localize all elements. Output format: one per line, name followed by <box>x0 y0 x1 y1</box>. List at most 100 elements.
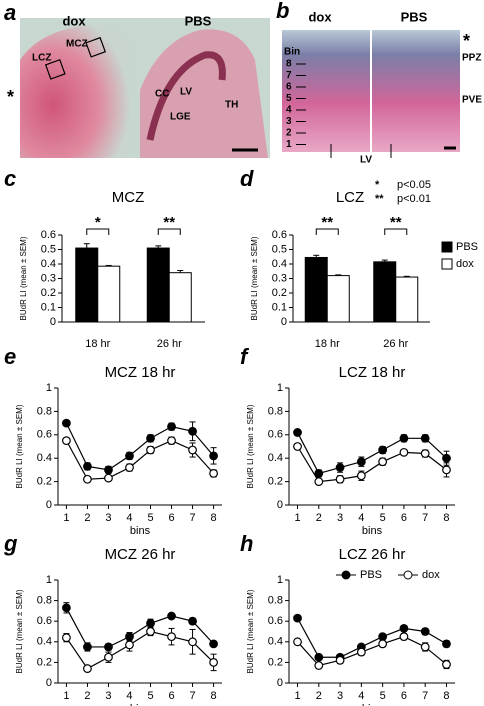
data-point <box>420 433 430 443</box>
image-label: LV <box>180 87 192 98</box>
x-tick-label: 2 <box>316 690 322 702</box>
chart-title: LCZ 18 hr <box>339 364 406 381</box>
x-tick-label: 4 <box>358 512 364 524</box>
bin-label: 5 <box>286 93 292 104</box>
y-tick-label: 0.2 <box>268 656 283 668</box>
data-point <box>335 655 345 665</box>
data-point <box>314 661 324 670</box>
x-tick-label: 3 <box>337 512 343 524</box>
y-tick-label: 0.2 <box>37 656 52 668</box>
x-tick-label: 8 <box>443 690 449 702</box>
y-tick-label: 0.4 <box>268 636 283 648</box>
y-tick-label: 1 <box>277 382 283 394</box>
significance-label: * <box>95 214 101 231</box>
data-point <box>399 632 409 642</box>
note-text: p<0.05 <box>397 179 431 191</box>
bar <box>168 272 192 323</box>
data-point <box>104 473 113 483</box>
x-tick-label: 2 <box>84 512 90 524</box>
data-point <box>356 457 366 467</box>
x-tick-label: 6 <box>168 690 174 702</box>
data-point <box>209 639 218 649</box>
tissue-dox <box>20 24 130 158</box>
bin-label: 4 <box>286 105 292 116</box>
panel-letter: d <box>240 166 254 191</box>
x-tick-label: 4 <box>358 690 364 702</box>
image-label: dox <box>62 13 86 28</box>
panel-a: a dox PBS LCZ MCZ * CC LV LGE TH <box>4 0 270 158</box>
image-label: dox <box>308 9 332 24</box>
bar <box>75 247 99 323</box>
significance-bracket <box>86 228 110 235</box>
x-axis-label: bins <box>130 525 151 537</box>
data-point <box>167 611 176 621</box>
image-label: PVE <box>462 95 482 106</box>
image-label: MCZ <box>66 39 88 50</box>
y-tick-label: 0.3 <box>41 272 56 284</box>
data-point <box>209 451 218 461</box>
cortex-pbs <box>146 51 226 141</box>
bin-label: 1 <box>286 139 292 150</box>
x-tick-label: 2 <box>84 690 90 702</box>
data-point <box>146 618 155 628</box>
y-tick-label: 0 <box>277 677 283 689</box>
data-point <box>104 652 113 662</box>
chart-title: LCZ <box>336 189 364 206</box>
data-point <box>167 436 176 446</box>
y-tick-label: 0.4 <box>37 636 52 648</box>
x-tick-label: 5 <box>380 512 386 524</box>
x-tick-label: 6 <box>401 690 407 702</box>
x-tick-label: 1 <box>63 512 69 524</box>
data-point <box>356 471 366 481</box>
image-label: LV <box>360 155 372 166</box>
data-point <box>146 627 155 636</box>
image-label: LCZ <box>32 53 51 64</box>
data-point <box>209 469 218 478</box>
x-tick-label: 18 hr <box>85 338 110 350</box>
y-axis-label: BUdR LI (mean ± SEM) <box>15 404 24 488</box>
significance-bracket <box>157 228 181 235</box>
y-tick-label: 0.8 <box>37 405 52 417</box>
y-tick-label: 0 <box>46 677 52 689</box>
x-tick-label: 5 <box>380 690 386 702</box>
panel-letter: e <box>4 344 16 369</box>
y-tick-label: 0 <box>46 499 52 511</box>
data-point <box>335 474 345 484</box>
significance-label: ** <box>321 214 333 231</box>
data-point <box>104 465 113 475</box>
x-tick-label: 7 <box>190 512 196 524</box>
significance-label: ** <box>390 214 402 231</box>
x-tick-label: 1 <box>294 512 300 524</box>
tissue-pbs <box>140 29 268 158</box>
x-tick-label: 6 <box>168 512 174 524</box>
x-tick-label: 7 <box>190 690 196 702</box>
y-axis-label: BUdR LI (mean ± SEM) <box>246 404 255 488</box>
data-point <box>378 632 388 642</box>
legend-marker <box>341 570 351 580</box>
image-label: TH <box>225 100 238 111</box>
data-point <box>62 436 71 446</box>
image-label: PBS <box>401 9 428 24</box>
x-tick-label: 8 <box>211 690 217 702</box>
legend-label: dox <box>456 258 474 270</box>
bin-label: 6 <box>286 82 292 93</box>
data-point <box>188 426 197 436</box>
data-point <box>209 658 218 667</box>
data-point <box>314 477 324 487</box>
note-symbol: * <box>375 179 380 191</box>
x-tick-label: 6 <box>401 512 407 524</box>
y-tick-label: 0.3 <box>272 272 287 284</box>
y-tick-label: 0.4 <box>272 258 287 270</box>
legend-marker <box>403 570 413 580</box>
x-tick-label: 26 hr <box>157 338 182 350</box>
y-tick-label: 0.6 <box>268 429 283 441</box>
legend-label: dox <box>422 569 440 581</box>
note-text: p<0.01 <box>397 193 431 205</box>
bar <box>326 275 350 323</box>
x-tick-label: 1 <box>294 690 300 702</box>
data-point <box>146 433 155 443</box>
y-axis-label: BUdR LI (mean ± SEM) <box>15 589 24 673</box>
x-axis-label: bins <box>362 703 383 706</box>
bin-label: 8 <box>286 59 292 70</box>
